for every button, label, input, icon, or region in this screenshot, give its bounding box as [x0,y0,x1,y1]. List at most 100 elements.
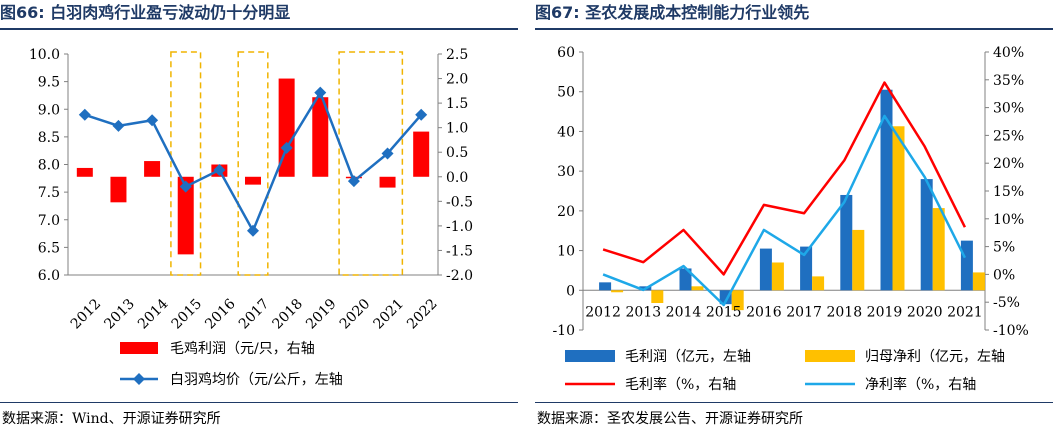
chart-svg: -10 0 10 20 30 40 50 60 -10% -5% 0% 5% 10% 15% 20% 25% 3… [552,45,1029,393]
x-tick-label: 2022 [404,296,441,333]
source-rule [535,402,1053,403]
left-tick-label: 50 [557,85,575,101]
left-tick-label: 7.5 [38,185,60,201]
x-tick-label: 2012 [585,304,621,320]
left-tick-label: 60 [557,45,575,61]
x-tick-label: 2016 [202,296,239,333]
title-text: 圣农发展成本控制能力行业领先 [585,3,810,22]
left-tick-label: 9.0 [38,102,60,118]
title-rule [0,28,518,30]
right-tick-label: -10% [993,323,1029,339]
left-tick-label: 8.5 [38,130,60,146]
source-rule [0,402,518,403]
left-tick-label: 6.5 [38,240,60,256]
net-profit-bar-2020 [932,208,945,291]
x-tick-label: 2013 [625,304,661,320]
x-tick-label: 2012 [68,296,105,333]
legend-label-line: 白羽鸡均价（元/公斤，左轴 [170,371,343,388]
source-note: 数据来源：Wind、开源证券研究所 [2,411,221,427]
left-tick-label: 20 [557,204,575,220]
chart-title: 图66: 白羽肉鸡行业盈亏波动仍十分明显 [0,0,290,26]
right-tick-label: 30% [993,101,1024,117]
left-tick-label: 9.5 [38,75,60,91]
highlight-box [338,51,404,276]
legend-label-net-margin: 净利率（%，右轴 [865,376,976,393]
right-tick-label: 1.0 [446,121,468,137]
left-tick-label: 8.0 [38,158,60,174]
left-tick-label: 10.0 [29,47,60,63]
highlight-box [237,51,269,276]
left-tick-label: 7.0 [38,213,60,229]
x-tick-label: 2021 [370,296,407,333]
legend-swatch-bar [120,342,158,354]
right-tick-label: 2.5 [446,47,468,63]
bar-2022 [413,131,430,177]
gross-profit-bar-2017 [800,246,813,291]
title-rule [535,28,1053,30]
right-tick-label: 1.5 [446,96,468,112]
left-tick-label: 30 [557,164,575,180]
x-tick-label: 2014 [135,296,172,333]
legend-swatch-gross-profit [565,350,615,362]
highlight-box [170,51,202,276]
right-tick-label: 10% [993,212,1024,228]
legend-label-bar: 毛鸡利润（元/只，右轴 [170,340,315,357]
bar-2019 [312,97,329,177]
bar-2015 [177,176,194,255]
net-profit-bar-2017 [812,276,825,291]
bar-2014 [144,161,161,177]
x-tick-label: 2017 [236,296,273,333]
gross-margin-line [602,81,967,276]
chart-svg: 6.0 6.5 7.0 7.5 8.0 8.5 9.0 9.5 10.0 -2.0 -1.5 -1.0… [29,47,473,388]
point-2012 [78,108,91,121]
x-tick-label: 2016 [746,304,782,320]
bar-2012 [76,167,93,177]
gross-profit-bar-2021 [960,240,973,291]
point-2016 [213,164,226,177]
point-2019 [314,86,327,99]
legend-label-net-profit: 归母净利（亿元，左轴 [865,348,1005,365]
right-tick-label: -5% [993,295,1020,311]
x-tick-label: 2014 [666,304,702,320]
net-profit-bar-2015 [731,290,744,311]
right-tick-label: -1.5 [446,243,473,259]
figure-label: 图66: [0,3,45,22]
net-profit-bar-2016 [771,262,784,291]
gross-profit-bar-2012 [599,282,612,291]
left-tick-label: 10 [557,244,575,260]
net-profit-bar-2018 [852,229,865,291]
bar-2021 [379,176,396,188]
right-tick-label: 5% [993,240,1015,256]
x-tick-label: 2020 [337,296,374,333]
right-tick-label: 2.0 [446,72,468,88]
chart-panel-shengnong: 图67: 圣农发展成本控制能力行业领先 -10 0 10 20 30 40 50 60 -10%… [535,0,1053,433]
right-tick-label: 25% [993,128,1024,144]
chart-panel-white-broiler: 图66: 白羽肉鸡行业盈亏波动仍十分明显 6.0 6.5 7.0 7.5 8.0 8.5 9… [0,0,518,433]
bar-2018 [278,78,295,177]
net-profit-bar-2013 [651,290,664,303]
point-2021 [381,147,394,160]
right-tick-label: 35% [993,73,1024,89]
x-tick-label: 2013 [101,296,138,333]
point-2020 [347,175,360,188]
point-2017 [247,224,259,237]
x-tick-label: 2018 [270,296,307,333]
right-tick-label: -0.5 [446,194,473,210]
left-tick-label: 6.0 [38,268,60,284]
legend-marker [133,373,145,385]
right-tick-label: -2.0 [446,268,473,284]
left-tick-label: 0 [566,283,575,299]
right-tick-label: 0% [993,267,1015,283]
net-margin-line [602,114,967,307]
gross-profit-bar-2020 [920,179,933,291]
gross-profit-bar-2014 [679,268,692,291]
point-2015 [179,180,192,193]
net-profit-bar-2021 [972,272,985,291]
x-tick-label: 2020 [907,304,943,320]
bar-2013 [110,176,127,203]
source-note: 数据来源：圣农发展公告、开源证券研究所 [537,411,803,427]
net-profit-bar-2012 [611,290,624,293]
right-tick-label: 0.0 [446,170,468,186]
right-tick-label: -1.0 [446,219,473,235]
x-tick-label: 2019 [303,296,340,333]
